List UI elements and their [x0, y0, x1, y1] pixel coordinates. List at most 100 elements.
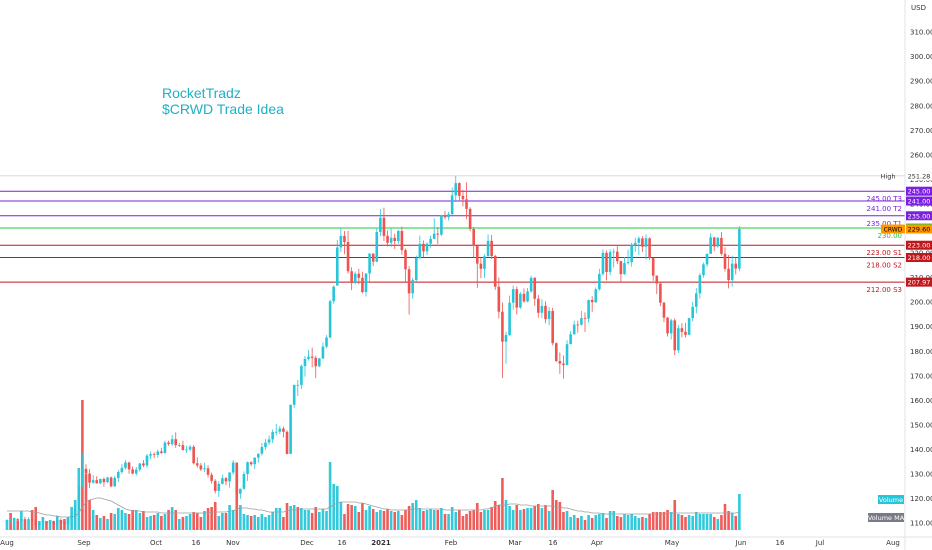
- x-tick-label: Aug: [886, 539, 900, 547]
- candle-body: [544, 305, 547, 320]
- candle-body: [504, 335, 508, 342]
- x-tick-label: 16: [776, 539, 785, 547]
- candle-body: [379, 217, 382, 232]
- y-tick-label: 190.00: [910, 323, 932, 331]
- volume-bar: [407, 506, 411, 530]
- annotation-title: RocketTradz: [162, 85, 241, 101]
- candle-body: [608, 252, 612, 272]
- candle-body: [730, 263, 734, 281]
- volume-bar: [630, 514, 633, 530]
- volume-bar: [217, 516, 221, 530]
- candle-body: [41, 522, 45, 524]
- volume-ma-legend-bg: [868, 513, 904, 522]
- candle-body: [414, 257, 418, 281]
- volume-bar: [723, 504, 727, 530]
- volume-bar: [160, 516, 163, 530]
- level-label: 245.00 T3: [867, 195, 902, 203]
- volume-bar: [472, 510, 475, 530]
- time-axis[interactable]: Aug Sep Oct 16 Nov Dec 16 2021 Feb Mar 16 Apr May Jun…: [0, 536, 932, 547]
- candle-body: [569, 334, 572, 345]
- candle-body: [246, 462, 249, 475]
- candle-body: [300, 366, 303, 385]
- candle-body: [361, 277, 364, 293]
- volume-bar: [16, 521, 20, 530]
- volume-bar: [418, 508, 422, 530]
- volume-bar: [52, 521, 55, 530]
- volume-bar: [267, 515, 271, 530]
- level-price-tag-bg: [906, 240, 932, 250]
- level-label: 212.00 S3: [866, 286, 902, 294]
- candle-body: [364, 273, 368, 293]
- volume-bar: [400, 515, 404, 530]
- candle-body: [12, 519, 16, 520]
- candle-body: [224, 478, 228, 482]
- candle-body: [368, 253, 371, 274]
- volume-bar: [310, 513, 314, 530]
- x-tick-label: 2021: [371, 539, 391, 547]
- volume-bar: [289, 506, 292, 530]
- volume-bar: [95, 515, 99, 530]
- volume-bar: [526, 508, 529, 530]
- volume-bar: [174, 510, 178, 530]
- volume-bar: [705, 514, 709, 530]
- x-tick-label: Mar: [508, 539, 521, 547]
- candle-body: [45, 522, 48, 524]
- candle-body: [712, 237, 716, 247]
- volume-bar: [687, 515, 691, 530]
- candle-body: [239, 488, 242, 494]
- candle-body: [583, 318, 587, 319]
- volume-bar: [228, 505, 231, 530]
- volume-bar: [616, 516, 619, 530]
- volume-bar: [364, 510, 368, 530]
- candle-body: [547, 311, 551, 320]
- candle-body: [27, 519, 30, 520]
- candle-body: [551, 311, 554, 344]
- volume-bar: [375, 512, 379, 530]
- candle-body: [66, 517, 70, 524]
- volume-bar: [734, 516, 738, 530]
- volume-bar: [504, 500, 508, 530]
- candle-body: [601, 252, 605, 274]
- volume-bar: [601, 513, 605, 530]
- candle-body: [687, 318, 691, 335]
- candle-body: [723, 253, 727, 269]
- volume-bar: [397, 511, 400, 530]
- volume-bar: [497, 505, 501, 530]
- volume-bar: [335, 486, 339, 530]
- last-price-tag: 229.60: [908, 226, 931, 234]
- candle-body: [468, 208, 472, 230]
- candle-body: [537, 298, 540, 313]
- volume-bar: [109, 513, 113, 530]
- candle-body: [465, 199, 468, 209]
- volume-bar: [379, 510, 382, 530]
- candle-body: [303, 358, 307, 367]
- candle-body: [206, 468, 210, 475]
- candle-body: [522, 293, 526, 302]
- volume-bar: [318, 512, 321, 530]
- volume-bar: [41, 517, 45, 530]
- price-axis[interactable]: 110.00 120.00 130.00 140.00 150.00 160.00 170.…: [904, 0, 932, 550]
- candle-body: [386, 235, 389, 243]
- candle-body: [285, 431, 289, 454]
- volume-bar: [170, 507, 174, 530]
- volume-bar: [124, 513, 127, 530]
- candle-body: [221, 478, 224, 484]
- volume-bar: [195, 513, 199, 530]
- volume-bar: [673, 500, 677, 530]
- candle-body: [461, 195, 465, 200]
- candle-body: [738, 229, 741, 269]
- volume-bar: [361, 503, 364, 530]
- candle-body: [156, 451, 160, 455]
- candle-body: [328, 301, 332, 338]
- candle-body: [271, 432, 274, 440]
- volume-bar: [91, 510, 95, 530]
- volume-bar: [544, 505, 547, 530]
- volume-bar: [436, 510, 440, 530]
- volume-bar: [116, 508, 120, 530]
- candle-body: [371, 253, 375, 262]
- volume-bar: [486, 510, 490, 530]
- candle-body: [666, 317, 669, 334]
- volume-bar: [709, 514, 712, 530]
- volume-bar: [598, 514, 601, 530]
